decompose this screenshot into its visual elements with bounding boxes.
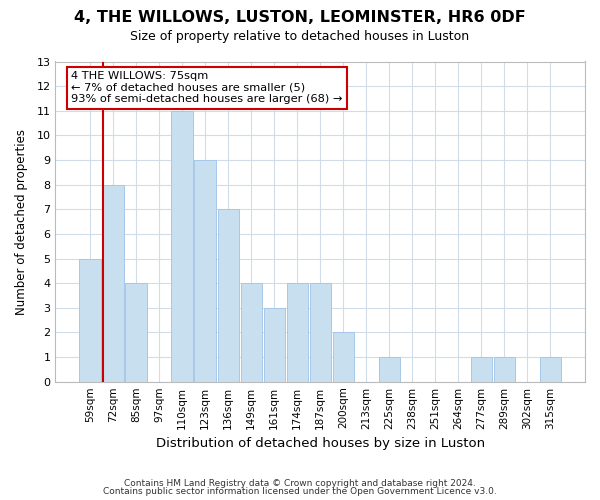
Bar	[125, 283, 146, 382]
Text: 4 THE WILLOWS: 75sqm
← 7% of detached houses are smaller (5)
93% of semi-detache: 4 THE WILLOWS: 75sqm ← 7% of detached ho…	[71, 71, 343, 104]
Bar	[287, 283, 308, 382]
Bar	[103, 184, 124, 382]
X-axis label: Distribution of detached houses by size in Luston: Distribution of detached houses by size …	[155, 437, 485, 450]
Text: 4, THE WILLOWS, LUSTON, LEOMINSTER, HR6 0DF: 4, THE WILLOWS, LUSTON, LEOMINSTER, HR6 …	[74, 10, 526, 25]
Bar	[194, 160, 215, 382]
Bar	[263, 308, 285, 382]
Bar	[379, 357, 400, 382]
Bar	[494, 357, 515, 382]
Bar	[310, 283, 331, 382]
Text: Size of property relative to detached houses in Luston: Size of property relative to detached ho…	[130, 30, 470, 43]
Bar	[218, 210, 239, 382]
Text: Contains HM Land Registry data © Crown copyright and database right 2024.: Contains HM Land Registry data © Crown c…	[124, 478, 476, 488]
Bar	[470, 357, 492, 382]
Y-axis label: Number of detached properties: Number of detached properties	[15, 128, 28, 314]
Bar	[172, 111, 193, 382]
Bar	[241, 283, 262, 382]
Bar	[79, 258, 101, 382]
Bar	[540, 357, 561, 382]
Text: Contains public sector information licensed under the Open Government Licence v3: Contains public sector information licen…	[103, 487, 497, 496]
Bar	[332, 332, 354, 382]
